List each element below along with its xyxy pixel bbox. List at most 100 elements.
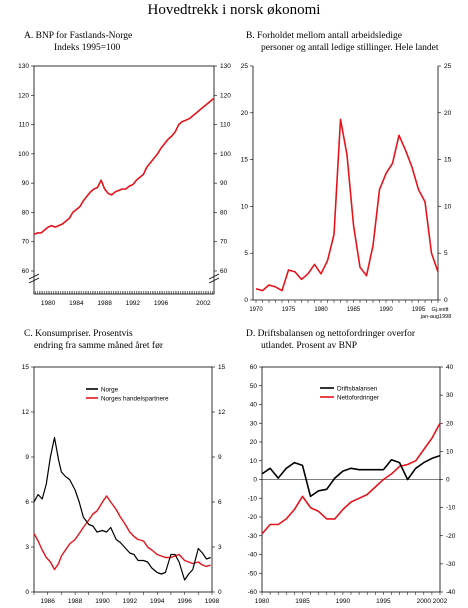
panel-a-ytick-label-left: 100: [18, 151, 29, 158]
panel-d-xtick-label: 2000: [417, 598, 432, 605]
panel-a-ytick-label-left: 80: [22, 209, 30, 216]
panel-b-series-line: [255, 118, 439, 292]
panel-a-xtick-label: 1984: [69, 300, 84, 307]
panel-a-ytick-label-right: 130: [220, 63, 231, 70]
panel-a-axis-break: [208, 273, 220, 280]
panel-d-series-line-driftsbalansen: [261, 454, 441, 498]
panel-d-xtick-label: 1985: [295, 598, 310, 605]
panel-d-title-line1: D. Driftsbalansen og nettofordringer ove…: [246, 329, 416, 339]
panel-d-ytick-label-right: 20: [446, 420, 454, 427]
panel-a-ytick-label-right: 110: [220, 122, 231, 129]
panel-c-ytick-label-right: 3: [218, 544, 222, 551]
panel-a-xtick-label: 1992: [126, 300, 141, 307]
panel-c-ytick-label-right: 0: [218, 589, 222, 596]
panel-c-ytick-label-right: 12: [218, 409, 226, 416]
panel-d-ytick-label-left: 60: [250, 364, 258, 371]
panel-c-series-line-norge: [33, 436, 211, 581]
panel-a-ytick-label-right: 120: [220, 92, 231, 99]
panel-d-xtick-label: 1995: [376, 598, 391, 605]
panel-a-axis-break: [28, 277, 40, 284]
panel-c-ytick-label-left: 3: [25, 544, 29, 551]
panel-a-title: A. BNP for Fastlands-Norge Indeks 1995=1…: [24, 30, 132, 54]
panel-b-xtick-label: 1985: [347, 307, 361, 313]
panel-a-series-line: [33, 97, 215, 236]
panel-d-ytick-label-right: 10: [446, 448, 454, 455]
panel-c-ytick-label-left: 9: [25, 454, 29, 461]
panel-b-ytick-label-left: 20: [241, 110, 249, 117]
panel-c-ytick-label-left: 0: [25, 589, 29, 596]
panel-a-ytick-label-right: 100: [220, 151, 231, 158]
panel-d-ytick-label-right: -30: [446, 561, 456, 568]
panel-d-ytick-label-right: 30: [446, 392, 454, 399]
panel-a-ytick-label-left: 120: [18, 92, 29, 99]
panel-a-xtick-label: 2002: [196, 300, 211, 307]
panel-c-xtick-label: 1990: [95, 598, 110, 605]
panel-d-ytick-label-left: -20: [248, 514, 258, 521]
panel-b-ytick-label-left: 0: [244, 297, 248, 304]
panel-a-title-line2: Indeks 1995=100: [54, 43, 121, 53]
panel-c-ytick-label-left: 6: [25, 499, 29, 506]
panel-d-ytick-label-left: 50: [250, 383, 258, 390]
panel-d-legend-label: Nettofordringer: [337, 395, 379, 402]
panel-d-ytick-label-left: -60: [248, 589, 258, 596]
panel-a-ytick-label-left: 60: [22, 268, 30, 275]
panel-b-ytick-label-left: 5: [244, 250, 248, 257]
panel-a-ytick-label-left: 70: [22, 239, 30, 246]
panel-a-frame: [33, 65, 215, 295]
panel-b-ytick-label-left: 10: [241, 203, 249, 210]
panel-a-xtick-label: 1996: [154, 300, 169, 307]
panel-c-ytick-label-left: 15: [22, 364, 30, 371]
panel-a-xtick-label: 1988: [97, 300, 112, 307]
panel-a-axis-break: [28, 273, 40, 280]
panel-b-xtick-label: 1975: [282, 307, 296, 313]
panel-c-xtick-label: 1996: [177, 598, 192, 605]
panel-a-ytick-label-right: 70: [220, 239, 228, 246]
panel-a-ytick-label-left: 130: [18, 63, 29, 70]
panel-c-xtick-label: 1998: [205, 598, 220, 605]
panel-d-ytick-label-left: 0: [253, 477, 257, 484]
panel-d-ytick-label-right: 0: [446, 477, 450, 484]
panel-a-ytick-label-left: 90: [22, 180, 30, 187]
panel-a-xtick-label: 1980: [41, 300, 56, 307]
panel-b-xtick-label: 1970: [249, 307, 263, 313]
panel-b-xtick-label-last: jan-aug1998: [420, 314, 452, 320]
panel-d-title: D. Driftsbalansen og nettofordringer ove…: [246, 328, 415, 352]
panel-b-ytick-label-right: 15: [444, 157, 452, 164]
panel-c-xtick-label: 1992: [123, 598, 138, 605]
panel-b-ytick-label-left: 25: [241, 63, 249, 70]
panel-b-xtick-label: 1990: [379, 307, 393, 313]
panel-d-ytick-label-right: 40: [446, 364, 454, 371]
panel-b-ytick-label-right: 0: [444, 297, 448, 304]
panel-c-title-line1: C. Konsumpriser. Prosentvis: [24, 329, 133, 339]
panel-c-xtick-label: 1986: [40, 598, 55, 605]
panel-c-title-line2: endring fra samme måned året før: [34, 341, 163, 351]
panel-d-ytick-label-left: 20: [250, 439, 258, 446]
panel-d-title-line2: utlandet. Prosent av BNP: [261, 341, 358, 351]
panel-c-ytick-label-left: 12: [22, 409, 30, 416]
panel-b-xtick-label: 1995: [412, 307, 426, 313]
panel-d-legend-label: Driftsbalansen: [337, 386, 378, 393]
panel-d-ytick-label-left: -40: [248, 552, 258, 559]
panel-c-frame: [33, 366, 213, 593]
panel-c-ytick-label-right: 9: [218, 454, 222, 461]
panel-d-ytick-label-right: -20: [446, 533, 456, 540]
panel-d-ytick-label-left: -50: [248, 570, 258, 577]
panel-c-legend-label: Norge: [101, 387, 119, 394]
panel-d-xtick-label: 2002: [433, 598, 448, 605]
panel-d-ytick-label-right: -40: [446, 589, 456, 596]
panel-d-ytick-label-left: -10: [248, 495, 258, 502]
panel-d-ytick-label-left: 40: [250, 402, 258, 409]
panel-c-xtick-label: 1988: [68, 598, 83, 605]
panel-c-series-line-partners: [33, 495, 211, 571]
panel-b-ytick-label-left: 15: [241, 157, 249, 164]
panel-d-xtick-label: 1980: [255, 598, 270, 605]
panel-d-ytick-label-left: 10: [250, 458, 258, 465]
panel-d-ytick-label-right: -10: [446, 505, 456, 512]
panel-b-ytick-label-right: 25: [444, 63, 452, 70]
panel-a-ytick-label-right: 80: [220, 209, 228, 216]
panel-d-xtick-label: 1990: [336, 598, 351, 605]
panel-d-ytick-label-left: -30: [248, 533, 258, 540]
panel-b-xtick-label-last: Gj.snitt: [431, 307, 449, 313]
